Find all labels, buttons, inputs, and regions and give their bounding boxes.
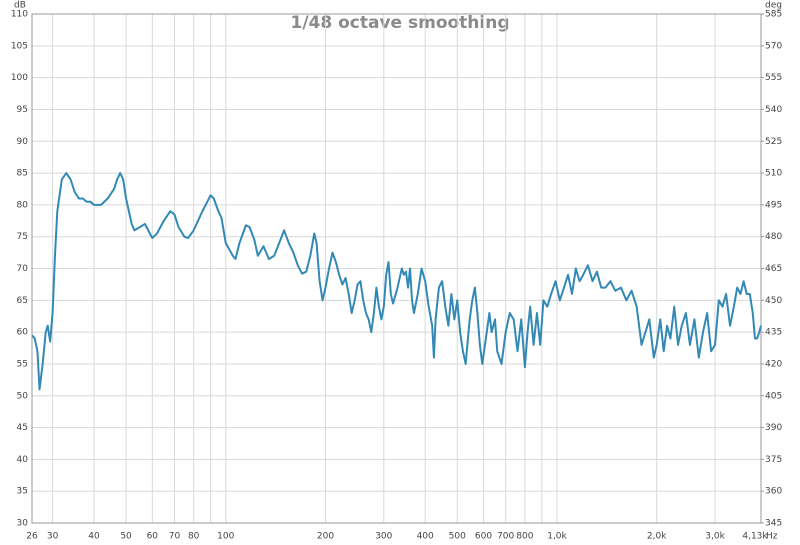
y2-tick-label: 465 [765, 264, 782, 274]
y-tick-label: 100 [11, 73, 28, 83]
y2-tick-label: 450 [765, 296, 782, 306]
y-axis-label: dB [14, 1, 26, 11]
x-tick-label: 3,0k [705, 532, 725, 542]
y-tick-label: 110 [11, 10, 28, 20]
y2-tick-label: 405 [765, 391, 782, 401]
x-tick-label: 800 [516, 532, 533, 542]
x-tick-label: 4,13k [742, 532, 768, 542]
x-tick-label: 500 [449, 532, 466, 542]
y-tick-label: 95 [17, 105, 28, 115]
x-tick-label: 200 [317, 532, 334, 542]
y-tick-label: 85 [17, 169, 28, 179]
y-tick-label: 75 [17, 232, 28, 242]
y-tick-label: 80 [17, 200, 29, 210]
x-tick-label: 60 [147, 532, 159, 542]
y2-tick-label: 570 [765, 41, 782, 51]
x-tick-label: 40 [88, 532, 100, 542]
y-tick-label: 30 [17, 519, 29, 529]
y-tick-label: 105 [11, 41, 28, 51]
chart-title: 1/48 octave smoothing [290, 13, 509, 33]
y-tick-label: 40 [17, 455, 29, 465]
y2-tick-label: 585 [765, 10, 782, 20]
y2-tick-label: 345 [765, 519, 782, 529]
data-line [31, 172, 762, 391]
y-tick-label: 70 [17, 264, 29, 274]
y2-tick-label: 375 [765, 455, 782, 465]
x-tick-label: 600 [475, 532, 492, 542]
y2-axis-label: deg [765, 1, 782, 11]
y-tick-label: 65 [17, 296, 28, 306]
y-tick-label: 60 [17, 328, 29, 338]
y-tick-label: 50 [17, 391, 29, 401]
plot-frame [31, 13, 762, 524]
y2-tick-label: 540 [765, 105, 782, 115]
x-tick-label: 400 [417, 532, 434, 542]
x-tick-label: 26 [26, 532, 38, 542]
x-axis-label: Hz [766, 532, 778, 542]
x-tick-label: 1,0k [547, 532, 567, 542]
y-tick-label: 90 [17, 137, 29, 147]
y2-tick-label: 435 [765, 328, 782, 338]
y-tick-label: 35 [17, 487, 28, 497]
y-tick-label: 55 [17, 359, 28, 369]
y2-tick-label: 420 [765, 359, 782, 369]
x-tick-label: 80 [188, 532, 200, 542]
x-tick-label: 50 [120, 532, 132, 542]
y2-tick-label: 360 [765, 487, 782, 497]
x-tick-label: 300 [375, 532, 392, 542]
x-tick-label: 70 [169, 532, 181, 542]
x-tick-label: 100 [217, 532, 234, 542]
y-tick-label: 45 [17, 423, 28, 433]
x-tick-label: 30 [47, 532, 59, 542]
x-tick-label: 700 [497, 532, 514, 542]
y2-tick-label: 495 [765, 200, 782, 210]
y2-tick-label: 510 [765, 169, 782, 179]
y2-tick-label: 480 [765, 232, 782, 242]
x-tick-label: 2,0k [647, 532, 667, 542]
y2-tick-label: 390 [765, 423, 782, 433]
y2-tick-label: 555 [765, 73, 782, 83]
y2-tick-label: 525 [765, 137, 782, 147]
